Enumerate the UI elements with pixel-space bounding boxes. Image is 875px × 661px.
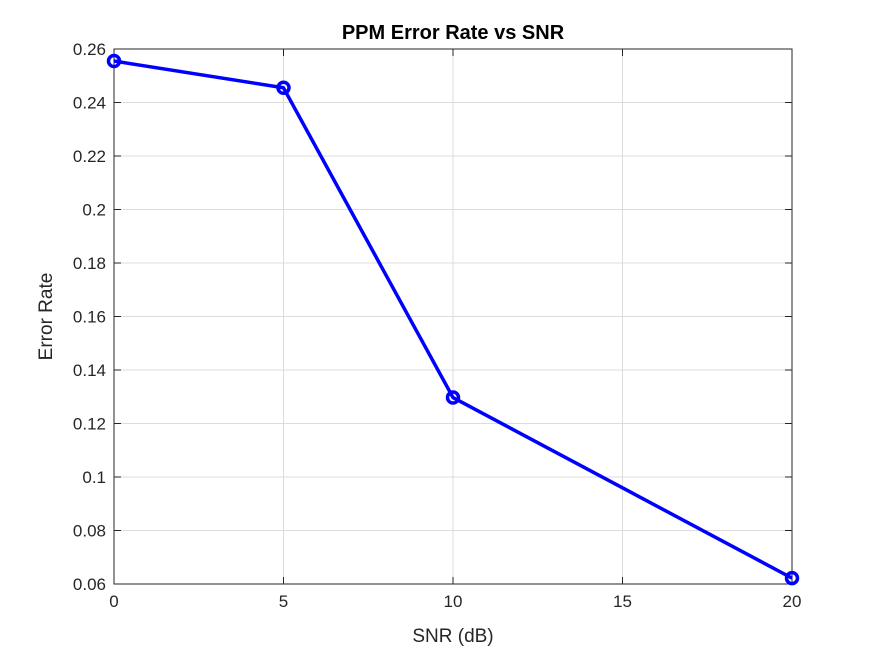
y-tick-label: 0.08: [73, 522, 106, 541]
x-axis-label: SNR (dB): [412, 626, 493, 647]
y-tick-label: 0.26: [73, 40, 106, 59]
data-point-marker: [445, 390, 461, 405]
y-tick-label: 0.16: [73, 308, 106, 327]
data-point-marker: [106, 53, 122, 69]
y-tick-label: 0.18: [73, 254, 106, 273]
y-tick-label: 0.14: [73, 361, 106, 380]
x-tick-label: 5: [279, 592, 288, 611]
x-tick-label: 10: [444, 592, 463, 611]
y-tick-label: 0.2: [82, 201, 106, 220]
x-tick-label: 15: [613, 592, 632, 611]
y-axis-label: Error Rate: [36, 273, 57, 361]
series-line: [113, 59, 793, 580]
x-tick-label: 0: [109, 592, 118, 611]
chart-title: PPM Error Rate vs SNR: [342, 22, 565, 44]
y-tick-label: 0.22: [73, 147, 106, 166]
series-layer: [106, 53, 800, 586]
y-tick-label: 0.1: [82, 468, 106, 487]
data-point-marker: [784, 570, 800, 586]
y-tick-label: 0.12: [73, 415, 106, 434]
y-tick-label: 0.24: [73, 94, 106, 113]
x-tick-label: 20: [783, 592, 802, 611]
axis-ticks: 0 5 10 15 20 0.06 0.08 0.1 0.12 0.14 0.16 0.18 0.2 0.…: [73, 40, 802, 611]
y-tick-label: 0.06: [73, 575, 106, 594]
data-point-marker: [276, 80, 291, 96]
